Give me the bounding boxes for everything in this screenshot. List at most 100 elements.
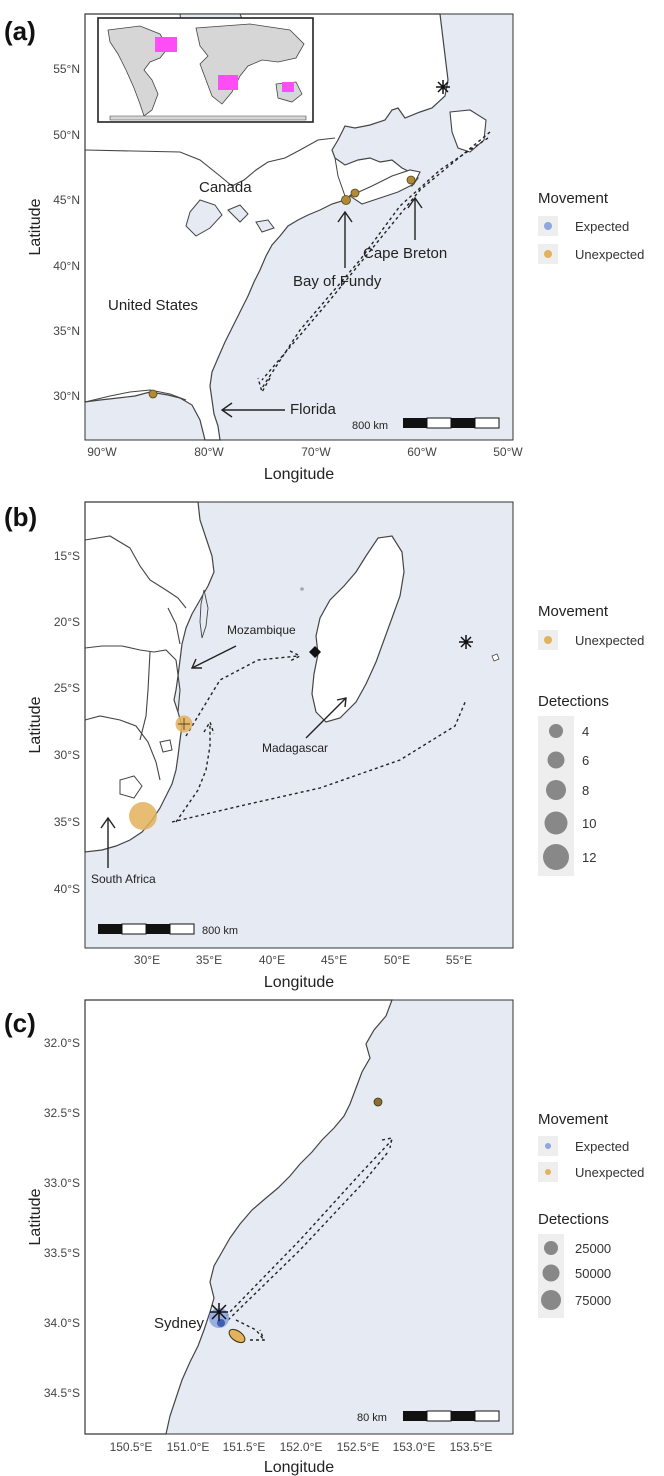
- x-tick: 35°E: [196, 953, 222, 967]
- panel-a-annotation-arrows: [220, 196, 423, 418]
- panel-a-legend: Movement Expected Unexpected: [538, 190, 644, 264]
- x-tick: 80°W: [194, 445, 224, 459]
- panel-b-ylabel: Latitude: [27, 696, 44, 753]
- x-tick: 153.0°E: [393, 1440, 436, 1454]
- legend-detections-label: 25000: [575, 1241, 611, 1256]
- panel-b-island-reunion: [491, 653, 500, 662]
- place-south-africa: South Africa: [91, 872, 156, 886]
- panel-a-y-ticks: 30°N 35°N 40°N 45°N 50°N 55°N: [53, 62, 80, 403]
- legend-expected-label: Expected: [575, 1139, 629, 1154]
- legend-detections-size: [544, 811, 568, 835]
- legend-movement-title: Movement: [538, 1111, 609, 1128]
- x-tick: 90°W: [87, 445, 117, 459]
- panel-a-border-canada-us-east: [334, 157, 346, 197]
- place-bay-of-fundy: Bay of Fundy: [293, 273, 382, 290]
- panel-b-land-africa: [84, 501, 215, 853]
- scalebar-label: 800 km: [202, 925, 238, 937]
- panel-b-y-ticks: 15°S 20°S 25°S 30°S 35°S 40°S: [54, 549, 80, 896]
- legend-detections-size: [547, 751, 565, 769]
- panel-c: (c) Sydney: [4, 999, 644, 1476]
- panel-c-ylabel: Latitude: [27, 1188, 44, 1245]
- panel-b-xlabel: Longitude: [264, 974, 334, 991]
- place-madagascar: Madagascar: [262, 741, 328, 755]
- x-tick: 150.5°E: [110, 1440, 153, 1454]
- panel-b-eswatini: [159, 739, 173, 753]
- panel-b-land-madagascar: [311, 535, 405, 723]
- legend-detections-label: 10: [582, 816, 596, 831]
- panel-b-label: (b): [4, 502, 37, 532]
- panel-a-land-nova-scotia: [348, 169, 421, 205]
- y-tick: 45°N: [53, 193, 80, 207]
- panel-c-scalebar: 80 km: [357, 1410, 500, 1424]
- panel-c-y-ticks: 32.0°S 32.5°S 33.0°S 33.5°S 34.0°S 34.5°…: [44, 1036, 80, 1400]
- panel-c-tracks: [225, 1137, 393, 1341]
- y-tick: 15°S: [54, 549, 80, 563]
- panel-b-map: Mozambique Madagascar South Africa: [84, 501, 514, 949]
- panel-b-tracks: [171, 650, 467, 823]
- inset-highlight-sydney: [282, 82, 294, 92]
- y-tick: 35°S: [54, 815, 80, 829]
- y-tick: 35°N: [53, 324, 80, 338]
- legend-detections-size: [541, 1290, 561, 1310]
- panel-a-x-ticks: 90°W 80°W 70°W 60°W 50°W: [87, 445, 523, 459]
- y-tick: 40°S: [54, 882, 80, 896]
- x-tick: 151.5°E: [223, 1440, 266, 1454]
- legend-detections-title: Detections: [538, 1211, 609, 1228]
- panel-a-border-canada-us: [84, 137, 336, 187]
- legend-detections-label: 12: [582, 850, 596, 865]
- legend-unexpected-swatch: [544, 250, 552, 258]
- legend-detections-label: 75000: [575, 1293, 611, 1308]
- legend-detections-title: Detections: [538, 693, 609, 710]
- y-tick: 20°S: [54, 615, 80, 629]
- panel-b-annotation-arrows: [100, 645, 347, 868]
- panel-c-xlabel: Longitude: [264, 1459, 334, 1476]
- panel-b-scalebar: 800 km: [98, 923, 238, 937]
- panel-c-x-ticks: 150.5°E 151.0°E 151.5°E 152.0°E 152.5°E …: [110, 1440, 493, 1454]
- legend-expected-swatch: [544, 222, 552, 230]
- y-tick: 40°N: [53, 259, 80, 273]
- legend-expected-label: Expected: [575, 219, 629, 234]
- x-tick: 153.5°E: [450, 1440, 493, 1454]
- panel-c-label: (c): [4, 1008, 36, 1038]
- legend-unexpected-label: Unexpected: [575, 1165, 644, 1180]
- inset-highlight-north-atlantic: [155, 37, 177, 52]
- place-florida: Florida: [290, 401, 337, 418]
- x-tick: 40°E: [259, 953, 285, 967]
- x-tick: 70°W: [301, 445, 331, 459]
- panel-c-land-nsw: [84, 999, 393, 1435]
- panel-b: (b) Moz: [4, 501, 644, 991]
- panel-c-point-unexpected: [373, 1097, 383, 1107]
- y-tick: 33.0°S: [44, 1176, 80, 1190]
- legend-movement-title: Movement: [538, 603, 609, 620]
- y-tick: 55°N: [53, 62, 80, 76]
- x-tick: 45°E: [321, 953, 347, 967]
- place-cape-breton: Cape Breton: [363, 245, 447, 262]
- panel-b-point-star: [178, 718, 190, 730]
- panel-a-scalebar: 800 km: [352, 417, 500, 432]
- panel-b-island-comoros: [300, 587, 304, 591]
- y-tick: 50°N: [53, 128, 80, 142]
- panel-c-frame: [84, 999, 514, 1435]
- inset-antarctica: [109, 115, 307, 121]
- panel-a-tracks: [257, 131, 491, 394]
- legend-detections-size: [549, 724, 563, 738]
- x-tick: 55°E: [446, 953, 472, 967]
- legend-detections-size: [543, 844, 569, 870]
- legend-expected-swatch: [545, 1143, 551, 1149]
- legend-detections-size: [546, 780, 566, 800]
- x-tick: 152.5°E: [337, 1440, 380, 1454]
- legend-detections-size: [542, 1264, 560, 1282]
- y-tick: 34.5°S: [44, 1386, 80, 1400]
- panel-b-tagging-star: [459, 635, 473, 649]
- scalebar-label: 80 km: [357, 1412, 387, 1424]
- panel-b-lake-malawi: [199, 589, 209, 639]
- panel-a-point-unexpected: [341, 195, 351, 205]
- panel-a-tagging-star: [436, 80, 450, 94]
- panel-a-frame: [84, 13, 514, 441]
- panel-c-legend: Movement Expected Unexpected Detections …: [538, 1111, 644, 1318]
- place-united-states: United States: [108, 297, 198, 314]
- panel-c-map: Sydney 80 km: [84, 999, 514, 1435]
- x-tick: 152.0°E: [280, 1440, 323, 1454]
- x-tick: 50°W: [493, 445, 523, 459]
- panel-b-point-unexpected-large: [129, 802, 157, 830]
